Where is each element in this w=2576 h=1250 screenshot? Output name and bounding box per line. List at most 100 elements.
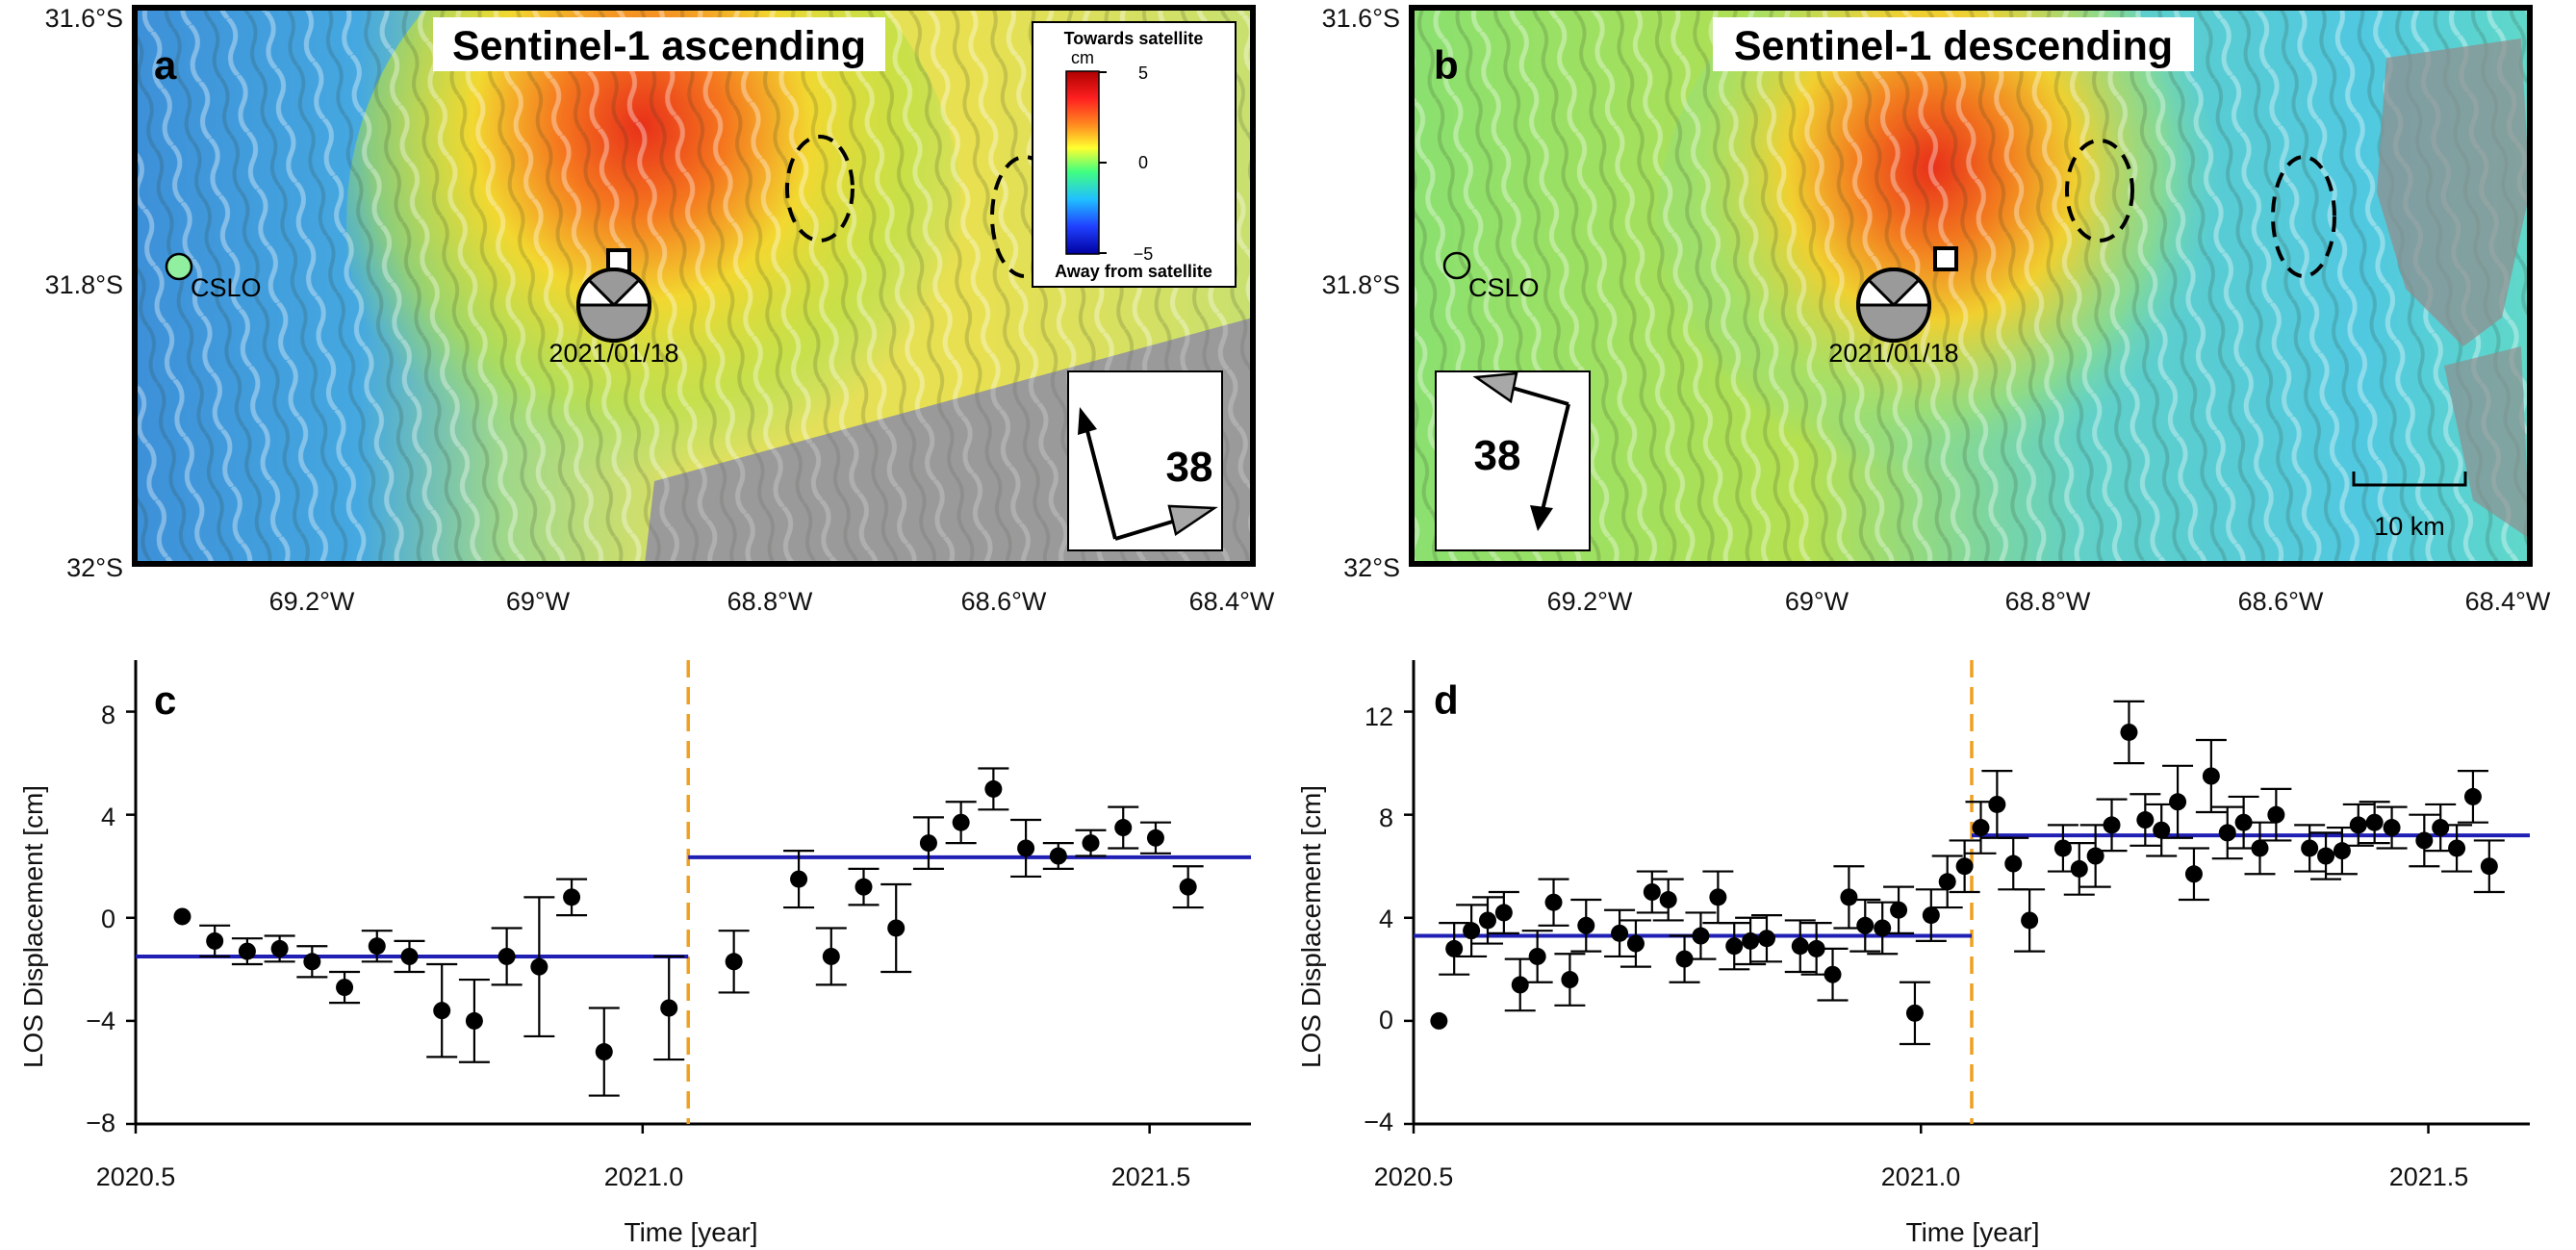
- lon-tick: 68.8°W: [2005, 587, 2091, 616]
- lon-tick: 68.6°W: [961, 587, 1047, 616]
- data-point: [1988, 795, 2006, 813]
- lat-tick: 31.6°S: [1322, 4, 1400, 33]
- lon-tick: 69.2°W: [269, 587, 355, 616]
- data-point: [2234, 813, 2253, 831]
- colorbar: Towards satellite cm 5 0 −5 Away from sa…: [1032, 21, 1237, 288]
- heading-angle-label: 38: [1166, 444, 1213, 491]
- no-data-area: [2377, 38, 2530, 346]
- look-direction-arrow: [1508, 385, 1569, 406]
- station-label: CSLO: [1468, 273, 1540, 302]
- y-tick-label: −8: [86, 1109, 115, 1137]
- map-panel-b: b Sentinel-1 descending CSLO 2021/01/18 …: [1322, 4, 2551, 616]
- x-tick-label: 2020.5: [96, 1162, 176, 1191]
- data-point: [1757, 930, 1775, 948]
- colorbar-top-label: Towards satellite: [1064, 29, 1204, 48]
- deformation-ellipse: [785, 135, 854, 242]
- data-point: [1692, 927, 1710, 945]
- data-point: [1445, 939, 1464, 957]
- no-data-area: [2444, 346, 2530, 539]
- lon-tick: 68.8°W: [727, 587, 813, 616]
- epicenter-square: [1933, 246, 1958, 271]
- data-point: [595, 1043, 613, 1061]
- lat-tick: 31.8°S: [45, 270, 123, 299]
- lon-tick: 68.6°W: [2238, 587, 2324, 616]
- data-point: [1725, 937, 1744, 956]
- data-point: [563, 888, 581, 906]
- map-a-title-box: [433, 17, 885, 71]
- chart-c-plot: [126, 660, 1251, 1134]
- lat-tick: 31.6°S: [45, 4, 123, 33]
- data-point: [2153, 821, 2171, 839]
- colorbar-ramp: [1065, 70, 1100, 255]
- data-point: [1922, 906, 1940, 925]
- x-tick-label: 2020.5: [1374, 1162, 1454, 1191]
- data-point: [2070, 859, 2088, 878]
- data-point: [1807, 939, 1825, 957]
- data-point: [206, 931, 224, 950]
- data-point: [2317, 847, 2335, 865]
- lon-tick: 68.4°W: [2465, 587, 2551, 616]
- event-date-label: 2021/01/18: [1828, 339, 1958, 368]
- data-point: [1179, 878, 1197, 896]
- data-point: [1114, 819, 1133, 837]
- colorbar-tick: −5: [1134, 244, 1154, 264]
- lat-tick: 31.8°S: [1322, 270, 1400, 299]
- lat-tick: 32°S: [1343, 553, 1400, 582]
- lat-tick: 32°S: [66, 553, 123, 582]
- data-point: [336, 979, 354, 997]
- x-axis-title: Time [year]: [1906, 1217, 2040, 1247]
- data-point: [2136, 811, 2155, 829]
- data-point: [303, 953, 321, 971]
- scale-bar: 10 km: [2352, 472, 2467, 541]
- lon-tick: 69°W: [506, 587, 571, 616]
- chart-panel-c: c 8 4 0 −4 −8 2020.5 2021.0 2021.5 Time …: [18, 660, 1251, 1247]
- data-point: [1511, 976, 1529, 994]
- data-point: [1528, 947, 1546, 965]
- data-point: [2365, 813, 2384, 831]
- deformation-ellipse: [2065, 139, 2134, 242]
- scale-bar-label: 10 km: [2374, 512, 2445, 541]
- colorbar-tick: 0: [1138, 153, 1148, 172]
- data-point: [2415, 831, 2434, 850]
- data-point: [1659, 891, 1677, 909]
- station-marker: [1442, 251, 1471, 280]
- data-point: [2004, 855, 2023, 873]
- x-tick-label: 2021.5: [2389, 1162, 2469, 1191]
- panel-letter-d: d: [1434, 677, 1459, 723]
- flight-direction-arrow: [1084, 422, 1117, 540]
- data-point: [433, 1002, 451, 1020]
- map-a-title: Sentinel-1 ascending: [452, 23, 866, 69]
- data-point: [887, 919, 905, 937]
- data-point: [854, 878, 873, 896]
- data-point: [1890, 901, 1908, 919]
- y-tick-label: 0: [1379, 1006, 1393, 1034]
- data-point: [368, 937, 386, 956]
- panel-letter-c: c: [154, 677, 176, 723]
- data-point: [1824, 965, 1842, 983]
- data-point: [1494, 904, 1513, 922]
- data-point: [1478, 911, 1496, 930]
- data-point: [1544, 893, 1563, 911]
- data-point: [984, 779, 1003, 798]
- data-point: [725, 953, 743, 971]
- data-point: [1626, 934, 1645, 953]
- data-point: [1017, 839, 1035, 857]
- data-point: [952, 813, 970, 831]
- heading-angle-label: 38: [1474, 432, 1521, 479]
- y-tick-label: 12: [1365, 702, 1393, 731]
- event-date-label: 2021/01/18: [548, 339, 678, 368]
- data-point: [2301, 839, 2319, 857]
- data-point: [1611, 924, 1629, 942]
- data-point: [2120, 723, 2138, 741]
- y-tick-label: 4: [101, 803, 115, 831]
- deformation-ellipse: [2271, 155, 2336, 278]
- map-b-title-box: [1713, 17, 2194, 71]
- data-point: [2251, 839, 2269, 857]
- lon-tick: 68.4°W: [1189, 587, 1275, 616]
- data-point: [1840, 888, 1858, 906]
- data-point: [1049, 847, 1067, 865]
- data-point: [2202, 767, 2220, 785]
- data-point: [1742, 931, 1760, 950]
- data-point: [2169, 793, 2187, 811]
